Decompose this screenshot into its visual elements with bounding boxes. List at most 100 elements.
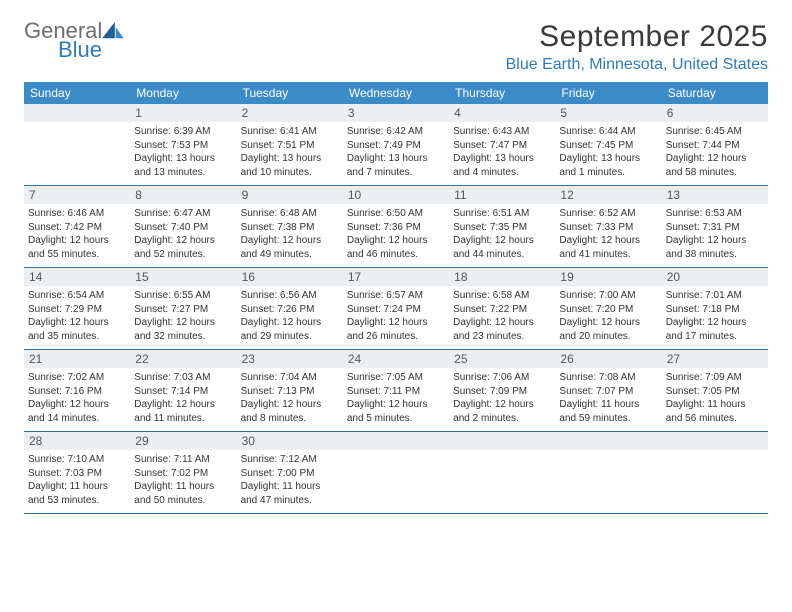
day-details: Sunrise: 6:54 AMSunset: 7:29 PMDaylight:…	[28, 289, 126, 343]
logo: General Blue	[24, 20, 124, 61]
weekday-header: Wednesday	[343, 82, 449, 104]
day-cell: 18Sunrise: 6:58 AMSunset: 7:22 PMDayligh…	[449, 268, 555, 349]
day-number: 10	[343, 186, 449, 204]
day-cell	[24, 104, 130, 185]
day-cell: 10 Sunrise: 6:50 AMSunset: 7:36 PMDayligh…	[343, 186, 449, 267]
logo-text-2: Blue	[58, 39, 102, 61]
weekday-header: Thursday	[449, 82, 555, 104]
day-number: 22	[130, 350, 236, 368]
day-number: 4	[449, 104, 555, 122]
day-details: Sunrise: 7:06 AMSunset: 7:09 PMDaylight:…	[453, 371, 551, 425]
day-cell: 20 Sunrise: 7:01 AMSunset: 7:18 PMDayligh…	[662, 268, 768, 349]
day-cell: 29Sunrise: 7:11 AMSunset: 7:02 PMDayligh…	[130, 432, 236, 513]
day-cell: 1 Sunrise: 6:39 AMSunset: 7:53 PMDaylight…	[130, 104, 236, 185]
day-details: Sunrise: 7:05 AMSunset: 7:11 PMDaylight:…	[347, 371, 445, 425]
day-details: Sunrise: 7:08 AMSunset: 7:07 PMDaylight:…	[559, 371, 657, 425]
calendar: SundayMondayTuesdayWednesdayThursdayFrid…	[24, 82, 768, 514]
day-details: Sunrise: 6:51 AMSunset: 7:35 PMDaylight:…	[453, 207, 551, 261]
logo-sail-icon	[102, 22, 124, 40]
week-row: 7 Sunrise: 6:46 AMSunset: 7:42 PMDaylight…	[24, 186, 768, 268]
day-number: 13	[662, 186, 768, 204]
weekday-header: Saturday	[662, 82, 768, 104]
day-cell: 6 Sunrise: 6:45 AMSunset: 7:44 PMDaylight…	[662, 104, 768, 185]
weekday-header-row: SundayMondayTuesdayWednesdayThursdayFrid…	[24, 82, 768, 104]
day-details: Sunrise: 7:04 AMSunset: 7:13 PMDaylight:…	[241, 371, 339, 425]
week-row: 28 Sunrise: 7:10 AMSunset: 7:03 PMDayligh…	[24, 432, 768, 514]
day-number: 2	[237, 104, 343, 122]
day-number-empty	[343, 432, 449, 450]
weekday-header: Friday	[555, 82, 661, 104]
day-number: 8	[130, 186, 236, 204]
day-details: Sunrise: 6:55 AMSunset: 7:27 PMDaylight:…	[134, 289, 232, 343]
day-cell	[662, 432, 768, 513]
day-details: Sunrise: 6:41 AMSunset: 7:51 PMDaylight:…	[241, 125, 339, 179]
day-details: Sunrise: 7:09 AMSunset: 7:05 PMDaylight:…	[666, 371, 764, 425]
day-number: 19	[555, 268, 661, 286]
day-cell: 4Sunrise: 6:43 AMSunset: 7:47 PMDaylight…	[449, 104, 555, 185]
day-cell	[343, 432, 449, 513]
day-details: Sunrise: 7:10 AMSunset: 7:03 PMDaylight:…	[28, 453, 126, 507]
day-number: 1	[130, 104, 236, 122]
day-details: Sunrise: 6:46 AMSunset: 7:42 PMDaylight:…	[28, 207, 126, 261]
day-number: 7	[24, 186, 130, 204]
day-details: Sunrise: 6:42 AMSunset: 7:49 PMDaylight:…	[347, 125, 445, 179]
day-number: 20	[662, 268, 768, 286]
day-cell: 2 Sunrise: 6:41 AMSunset: 7:51 PMDaylight…	[237, 104, 343, 185]
day-details: Sunrise: 6:47 AMSunset: 7:40 PMDaylight:…	[134, 207, 232, 261]
header: General Blue September 2025 Blue Earth, …	[24, 20, 768, 74]
day-number: 14	[24, 268, 130, 286]
day-details: Sunrise: 7:02 AMSunset: 7:16 PMDaylight:…	[28, 371, 126, 425]
day-number: 5	[555, 104, 661, 122]
day-cell: 24Sunrise: 7:05 AMSunset: 7:11 PMDayligh…	[343, 350, 449, 431]
day-cell: 25 Sunrise: 7:06 AMSunset: 7:09 PMDayligh…	[449, 350, 555, 431]
day-number: 28	[24, 432, 130, 450]
day-cell: 11Sunrise: 6:51 AMSunset: 7:35 PMDayligh…	[449, 186, 555, 267]
day-cell: 8 Sunrise: 6:47 AMSunset: 7:40 PMDaylight…	[130, 186, 236, 267]
day-details: Sunrise: 6:56 AMSunset: 7:26 PMDaylight:…	[241, 289, 339, 343]
day-cell: 7 Sunrise: 6:46 AMSunset: 7:42 PMDaylight…	[24, 186, 130, 267]
day-details: Sunrise: 6:50 AMSunset: 7:36 PMDaylight:…	[347, 207, 445, 261]
day-cell: 13 Sunrise: 6:53 AMSunset: 7:31 PMDayligh…	[662, 186, 768, 267]
day-number-empty	[24, 104, 130, 122]
day-number: 21	[24, 350, 130, 368]
day-number: 3	[343, 104, 449, 122]
day-number: 25	[449, 350, 555, 368]
day-number: 15	[130, 268, 236, 286]
day-details: Sunrise: 6:53 AMSunset: 7:31 PMDaylight:…	[666, 207, 764, 261]
day-details: Sunrise: 7:12 AMSunset: 7:00 PMDaylight:…	[241, 453, 339, 507]
day-cell	[555, 432, 661, 513]
day-number: 16	[237, 268, 343, 286]
day-cell: 23 Sunrise: 7:04 AMSunset: 7:13 PMDayligh…	[237, 350, 343, 431]
day-details: Sunrise: 7:00 AMSunset: 7:20 PMDaylight:…	[559, 289, 657, 343]
day-details: Sunrise: 6:48 AMSunset: 7:38 PMDaylight:…	[241, 207, 339, 261]
week-row: 1 Sunrise: 6:39 AMSunset: 7:53 PMDaylight…	[24, 104, 768, 186]
day-cell: 17Sunrise: 6:57 AMSunset: 7:24 PMDayligh…	[343, 268, 449, 349]
day-cell: 19 Sunrise: 7:00 AMSunset: 7:20 PMDayligh…	[555, 268, 661, 349]
day-cell: 28 Sunrise: 7:10 AMSunset: 7:03 PMDayligh…	[24, 432, 130, 513]
weeks-container: 1 Sunrise: 6:39 AMSunset: 7:53 PMDaylight…	[24, 104, 768, 514]
day-cell: 9 Sunrise: 6:48 AMSunset: 7:38 PMDaylight…	[237, 186, 343, 267]
day-cell: 3 Sunrise: 6:42 AMSunset: 7:49 PMDaylight…	[343, 104, 449, 185]
month-title: September 2025	[506, 20, 768, 54]
day-number-empty	[555, 432, 661, 450]
day-details: Sunrise: 7:03 AMSunset: 7:14 PMDaylight:…	[134, 371, 232, 425]
day-details: Sunrise: 6:57 AMSunset: 7:24 PMDaylight:…	[347, 289, 445, 343]
day-cell	[449, 432, 555, 513]
day-cell: 15 Sunrise: 6:55 AMSunset: 7:27 PMDayligh…	[130, 268, 236, 349]
day-details: Sunrise: 6:45 AMSunset: 7:44 PMDaylight:…	[666, 125, 764, 179]
day-number-empty	[449, 432, 555, 450]
day-number: 30	[237, 432, 343, 450]
day-cell: 30 Sunrise: 7:12 AMSunset: 7:00 PMDayligh…	[237, 432, 343, 513]
day-number: 23	[237, 350, 343, 368]
day-details: Sunrise: 6:39 AMSunset: 7:53 PMDaylight:…	[134, 125, 232, 179]
location: Blue Earth, Minnesota, United States	[506, 56, 768, 74]
title-block: September 2025 Blue Earth, Minnesota, Un…	[506, 20, 768, 74]
day-cell: 12Sunrise: 6:52 AMSunset: 7:33 PMDayligh…	[555, 186, 661, 267]
day-details: Sunrise: 6:44 AMSunset: 7:45 PMDaylight:…	[559, 125, 657, 179]
day-number-empty	[662, 432, 768, 450]
day-details: Sunrise: 7:01 AMSunset: 7:18 PMDaylight:…	[666, 289, 764, 343]
weekday-header: Sunday	[24, 82, 130, 104]
day-number: 6	[662, 104, 768, 122]
day-number: 9	[237, 186, 343, 204]
day-cell: 5 Sunrise: 6:44 AMSunset: 7:45 PMDaylight…	[555, 104, 661, 185]
